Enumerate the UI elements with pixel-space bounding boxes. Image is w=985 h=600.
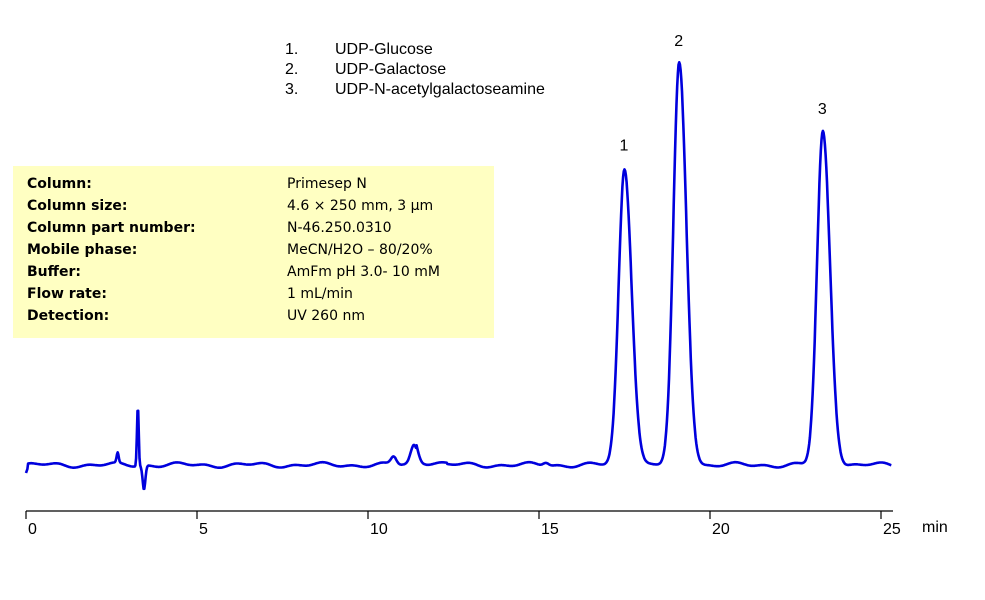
condition-row: Buffer: AmFm pH 3.0- 10 mM [27, 264, 440, 280]
condition-row: Column part number: N-46.250.0310 [27, 220, 392, 236]
x-tick-label: 10 [370, 521, 388, 538]
legend-item: 3. UDP-N-acetylgalactoseamine [285, 81, 545, 98]
peak-label: 1 [620, 137, 629, 154]
condition-row: Mobile phase: MeCN/H2O – 80/20% [27, 242, 433, 258]
condition-row: Flow rate: 1 mL/min [27, 286, 353, 302]
condition-row: Column: Primesep N [27, 176, 367, 192]
peak-label: 2 [674, 33, 683, 50]
x-tick-label: 20 [712, 521, 730, 538]
compound-legend: 1. UDP-Glucose 2. UDP-Galactose 3. UDP-N-ac… [285, 40, 545, 100]
legend-item: 2. UDP-Galactose [285, 61, 447, 78]
x-tick-label: 15 [541, 521, 559, 538]
condition-row: Detection: UV 260 nm [27, 308, 365, 324]
conditions-box: Column: Primesep N Column size: 4.6 × 250 … [13, 166, 494, 338]
legend-item: 1. UDP-Glucose [285, 41, 433, 58]
x-axis-label: min [922, 519, 948, 536]
condition-row: Column size: 4.6 × 250 mm, 3 µm [27, 198, 434, 214]
peak-labels: 1 2 3 [620, 33, 827, 154]
x-tick-label: 0 [28, 521, 37, 538]
x-tick-label: 25 [883, 521, 901, 538]
x-axis-ticks: 0 5 10 15 20 25 [25, 511, 901, 538]
peak-label: 3 [818, 101, 827, 118]
chromatogram-trace [24, 61, 892, 491]
x-tick-label: 5 [199, 521, 208, 538]
